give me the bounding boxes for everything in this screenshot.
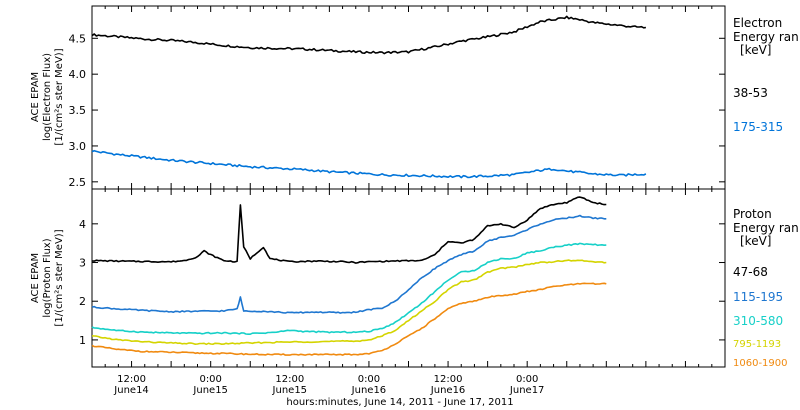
proton-ytick-label-1: 2	[79, 295, 86, 308]
electron-ylabel-line3: [1/(cm²s ster MeV)]	[54, 48, 65, 145]
electron-ytick-label-1: 3.0	[69, 140, 87, 153]
electron-ylabel: ACE EPAM log(Electron Flux) [1/(cm²s ste…	[30, 48, 65, 145]
proton-series-2	[91, 242, 607, 335]
proton-series-1	[91, 214, 607, 314]
xtick-label-0: 12:00	[117, 374, 146, 385]
chart-marks: 2.53.03.54.04.538-53175-315123412:00June…	[69, 6, 788, 396]
electron-ylabel-line2: log(Electron Flux)	[42, 53, 53, 141]
xtick-sublabel-3: June16	[351, 385, 387, 396]
x-axis-label: hours:minutes, June 14, 2011 - June 17, …	[286, 397, 513, 408]
electron-legend-title-1: Electron	[733, 16, 782, 30]
proton-legend-title-2: Energy ran	[733, 221, 799, 235]
proton-ytick-label-2: 3	[79, 257, 86, 270]
proton-series-0	[91, 196, 607, 264]
electron-legend-entry-0: 38-53	[733, 86, 768, 100]
electron-ytick-label-0: 2.5	[69, 176, 87, 189]
proton-legend-title-3: [keV]	[740, 234, 771, 248]
proton-legend-title-1: Proton	[733, 207, 772, 221]
electron-ytick-label-4: 4.5	[69, 32, 87, 45]
proton-ylabel-line2: log(Proton Flux)	[42, 238, 53, 317]
proton-ylabel: ACE EPAM log(Proton Flux) [1/(cm²s ster …	[30, 229, 65, 326]
electron-ytick-label-3: 4.0	[69, 68, 87, 81]
xtick-label-1: 0:00	[199, 374, 221, 385]
electron-ytick-label-2: 3.5	[69, 104, 87, 117]
xtick-label-3: 0:00	[358, 374, 380, 385]
xtick-label-5: 0:00	[516, 374, 538, 385]
proton-legend-entry-4: 1060-1900	[733, 358, 788, 369]
electron-legend-title-2: Energy ran	[733, 30, 799, 44]
xtick-sublabel-0: June14	[113, 385, 149, 396]
xtick-sublabel-2: June15	[272, 385, 308, 396]
proton-ytick-label-0: 1	[79, 334, 86, 347]
electron-ylabel-line1: ACE EPAM	[30, 72, 41, 122]
xtick-sublabel-1: June15	[192, 385, 228, 396]
xtick-label-2: 12:00	[275, 374, 304, 385]
proton-legend-entry-2: 310-580	[733, 314, 783, 328]
electron-legend: Electron Energy ran [keV]	[733, 16, 799, 57]
electron-legend-entry-1: 175-315	[733, 120, 783, 134]
xtick-sublabel-5: June17	[509, 385, 545, 396]
proton-legend-entry-3: 795-1193	[733, 339, 781, 350]
proton-series-3	[91, 259, 607, 346]
proton-legend-entry-0: 47-68	[733, 265, 768, 279]
proton-series-4	[91, 282, 607, 356]
proton-ylabel-line3: [1/(cm²s ster MeV)]	[54, 229, 65, 326]
xtick-label-4: 12:00	[434, 374, 463, 385]
proton-ylabel-line1: ACE EPAM	[30, 253, 41, 303]
electron-series-1	[91, 149, 647, 179]
proton-ytick-label-3: 4	[79, 218, 86, 231]
proton-panel-frame	[91, 188, 726, 368]
electron-series-0	[91, 15, 647, 55]
electron-legend-title-3: [keV]	[740, 43, 771, 57]
proton-legend-entry-1: 115-195	[733, 290, 783, 304]
xtick-sublabel-4: June16	[430, 385, 466, 396]
proton-legend: Proton Energy ran [keV]	[733, 207, 799, 248]
